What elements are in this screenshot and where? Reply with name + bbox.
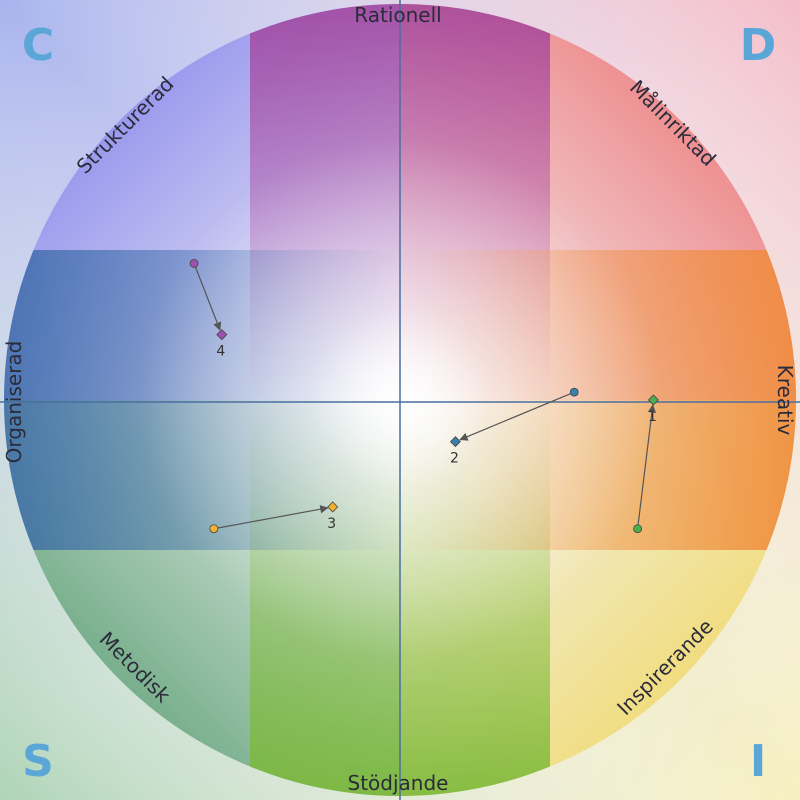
end-point-4[interactable] [216, 329, 228, 341]
axis-label-top: Rationell [354, 3, 441, 27]
axis-label-right: Kreativ [773, 365, 797, 436]
point-label-2: 2 [450, 451, 459, 467]
end-point-2[interactable] [449, 436, 461, 448]
start-point-3[interactable] [209, 524, 219, 534]
movement-arrow-1 [637, 404, 657, 525]
axis-label-left: Organiserad [2, 341, 26, 464]
end-point-1[interactable] [647, 394, 659, 406]
corner-letter-d: D [740, 20, 777, 71]
movement-marks: 1 2 3 4 [189, 258, 659, 534]
corner-letter-c: C [22, 20, 54, 71]
axis-label-bottom: Stödjande [348, 771, 449, 795]
point-label-1: 1 [648, 409, 657, 425]
end-point-3[interactable] [327, 501, 339, 513]
start-point-1[interactable] [633, 524, 642, 534]
movement-arrow-4 [194, 266, 222, 331]
corner-letter-i: I [750, 736, 766, 787]
start-point-2[interactable] [569, 387, 579, 397]
point-label-3: 3 [327, 516, 336, 532]
movement-arrow-3 [217, 505, 329, 529]
point-label-4: 4 [216, 344, 225, 360]
corner-letter-s: S [22, 736, 54, 787]
start-point-4[interactable] [189, 258, 199, 268]
movement-arrow-2 [459, 393, 571, 441]
